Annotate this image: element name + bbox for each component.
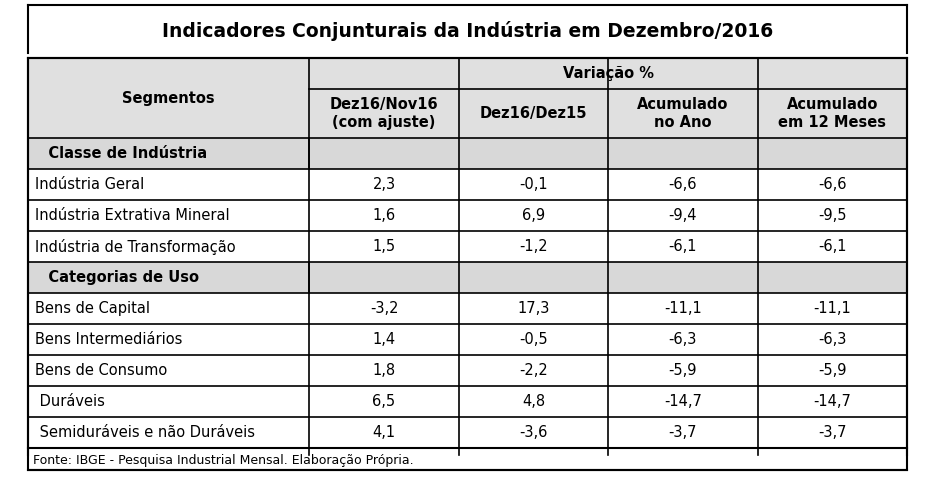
Text: -9,4: -9,4	[669, 208, 698, 223]
Text: 4,1: 4,1	[372, 425, 396, 440]
Text: -6,3: -6,3	[669, 332, 697, 348]
Text: Indicadores Conjunturais da Indústria em Dezembro/2016: Indicadores Conjunturais da Indústria em…	[162, 21, 773, 41]
Bar	[28, 58, 309, 138]
Text: 1,4: 1,4	[372, 332, 396, 348]
Text: 1,6: 1,6	[372, 208, 396, 223]
Text: Bens de Capital: Bens de Capital	[35, 301, 150, 316]
Text: 1,5: 1,5	[372, 239, 396, 254]
Text: -14,7: -14,7	[664, 394, 702, 409]
Text: -9,5: -9,5	[818, 208, 846, 223]
Text: Indústria de Transformação: Indústria de Transformação	[35, 239, 236, 255]
Text: -14,7: -14,7	[813, 394, 851, 409]
Text: 4,8: 4,8	[522, 394, 545, 409]
Bar	[28, 138, 907, 169]
Text: 17,3: 17,3	[517, 301, 550, 316]
Text: -3,2: -3,2	[369, 301, 398, 316]
Text: -1,2: -1,2	[519, 239, 548, 254]
Bar	[28, 262, 907, 294]
Text: -6,3: -6,3	[818, 332, 846, 348]
Text: -6,1: -6,1	[818, 239, 846, 254]
Text: Categorias de Uso: Categorias de Uso	[33, 270, 199, 285]
Text: -3,6: -3,6	[519, 425, 548, 440]
Text: Semiduráveis e não Duráveis: Semiduráveis e não Duráveis	[35, 425, 254, 440]
Text: Acumulado
no Ano: Acumulado no Ano	[637, 97, 728, 130]
Text: Bens de Consumo: Bens de Consumo	[35, 363, 166, 378]
Text: 6,5: 6,5	[372, 394, 396, 409]
Text: Acumulado
em 12 Meses: Acumulado em 12 Meses	[778, 97, 886, 130]
Text: 2,3: 2,3	[372, 177, 396, 192]
Bar	[309, 89, 907, 138]
Text: -3,7: -3,7	[818, 425, 846, 440]
Text: Duráveis: Duráveis	[35, 394, 105, 409]
Text: Classe de Indústria: Classe de Indústria	[33, 147, 207, 161]
Text: -11,1: -11,1	[813, 301, 851, 316]
Text: 1,8: 1,8	[372, 363, 396, 378]
Text: Fonte: IBGE - Pesquisa Industrial Mensal. Elaboração Própria.: Fonte: IBGE - Pesquisa Industrial Mensal…	[33, 454, 413, 467]
Text: Indústria Extrativa Mineral: Indústria Extrativa Mineral	[35, 208, 229, 223]
Text: -0,5: -0,5	[519, 332, 548, 348]
Text: -11,1: -11,1	[664, 301, 701, 316]
Text: Dez16/Dez15: Dez16/Dez15	[480, 106, 587, 121]
Text: Dez16/Nov16
(com ajuste): Dez16/Nov16 (com ajuste)	[330, 97, 439, 130]
Text: Indústria Geral: Indústria Geral	[35, 177, 144, 192]
Text: Bens Intermediários: Bens Intermediários	[35, 332, 182, 348]
Text: Segmentos: Segmentos	[122, 91, 215, 106]
Text: Variação %: Variação %	[563, 66, 654, 81]
Text: -6,1: -6,1	[669, 239, 698, 254]
Text: -6,6: -6,6	[669, 177, 698, 192]
Text: -5,9: -5,9	[818, 363, 846, 378]
Text: -5,9: -5,9	[669, 363, 698, 378]
Bar	[28, 58, 907, 470]
Text: 6,9: 6,9	[522, 208, 545, 223]
Text: -6,6: -6,6	[818, 177, 846, 192]
Text: -0,1: -0,1	[519, 177, 548, 192]
Bar	[309, 58, 907, 89]
Text: -2,2: -2,2	[519, 363, 548, 378]
Text: -3,7: -3,7	[669, 425, 698, 440]
